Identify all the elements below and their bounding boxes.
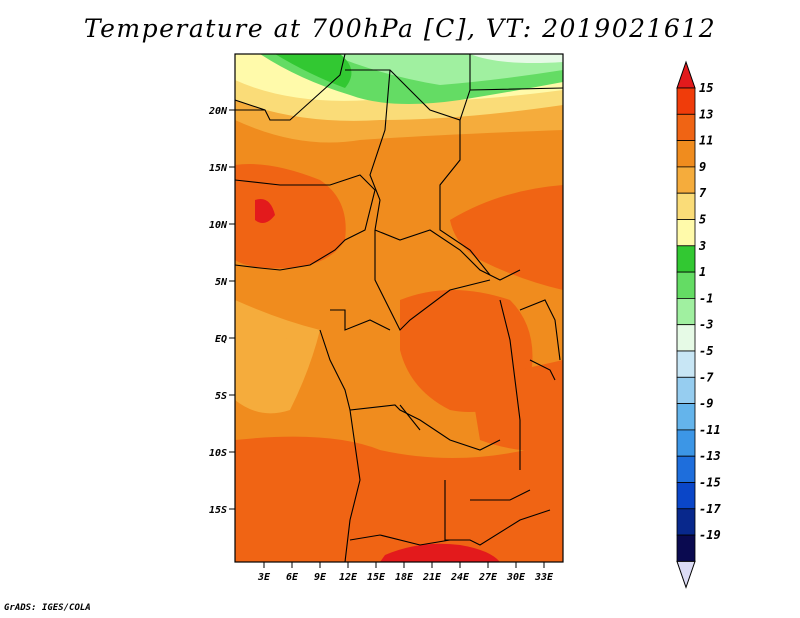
lat-label: 5N [215,277,228,288]
lon-label: 30E [506,572,526,583]
colorbar-swatch [676,482,696,510]
latitude-labels: 20N 15N 10N 5N EQ 5S 10S 15S [208,106,228,516]
colorbar-label: 11 [699,134,713,148]
colorbar-label: -5 [699,344,713,358]
colorbar-swatch [676,271,696,299]
colorbar-bottom-arrow [676,560,696,589]
colorbar-swatch [676,455,696,483]
longitude-labels: 3E 6E 9E 12E 15E 18E 21E 24E 27E 30E 33E [257,572,554,583]
colorbar-top-arrow [676,60,696,89]
longitude-axis [263,562,545,568]
lon-label: 24E [450,572,470,583]
lon-label: 33E [534,572,554,583]
colorbar-label: 7 [699,186,707,200]
lon-label: 12E [339,572,358,583]
country-borders [235,54,563,562]
lat-label: 10S [209,448,227,459]
colorbar-label: -3 [699,318,713,332]
colorbar-swatch [676,403,696,431]
colorbar-label: -19 [699,528,721,542]
red-patch-west [255,199,275,224]
lat-label: 20N [208,106,228,117]
colorbar-swatch [676,245,696,273]
lon-label: 3E [257,572,271,583]
footer-credit: GrADS: IGES/COLA [4,603,91,613]
colorbar-label: 5 [699,213,706,227]
red-south-patch [380,543,500,562]
colorbar-label: -13 [699,449,721,463]
lon-label: 18E [395,572,414,583]
light-orange-patch [260,330,300,355]
lat-label: 10N [209,220,228,231]
colorbar-label: -9 [699,397,713,411]
colorbar-swatch [676,140,696,168]
map-frame [234,53,564,563]
deep-orange-west-africa [235,164,346,269]
deep-orange-south [235,436,563,562]
colorbar-swatch [676,192,696,220]
colorbar-swatch [676,87,696,115]
colorbar-label: 9 [699,160,706,174]
colorbar-swatch [676,350,696,378]
lat-label: 15S [209,505,227,516]
pale-cyan-patch [470,54,563,63]
colorbar-label: 1 [699,265,706,279]
colorbar-swatch [676,166,696,194]
colorbar: 15 13 11 9 7 5 3 1 -1 -3 -5 -7 -9 -11 -13 -15 -17 -19 [676,60,721,589]
lat-label: 5S [215,391,227,402]
temperature-map [234,53,564,563]
colorbar-label: 15 [699,81,713,95]
colorbar-label: -1 [699,291,713,305]
colorbar-swatch [676,508,696,536]
dark-green-patch [275,54,352,88]
colorbar-swatch [676,113,696,142]
colorbar-label: 3 [698,239,706,253]
pale-green-band [330,54,563,85]
colorbar-swatch [676,297,696,326]
map-title: Temperature at 700hPa [C], VT: 201902161… [83,14,717,43]
lat-label: 15N [209,163,228,174]
lon-label: 6E [286,572,299,583]
colorbar-label: -7 [699,370,714,384]
colorbar-swatch [676,429,696,457]
colorbar-label: 13 [699,107,713,121]
colorbar-swatch [676,219,696,247]
colorbar-swatch [676,376,696,404]
colorbar-label: -15 [699,476,721,490]
colorbar-swatch [676,534,696,562]
lat-label: EQ [215,334,227,345]
colorbar-label: -11 [699,423,721,437]
lon-label: 9E [314,572,327,583]
lon-label: 27E [478,572,498,583]
colorbar-label: -17 [699,502,721,516]
deep-orange-east [450,185,563,290]
latitude-axis [229,109,235,510]
lon-label: 21E [422,572,442,583]
light-orange-gulf [235,300,320,414]
deep-orange-southeast [470,360,563,452]
colorbar-swatch [676,324,696,352]
lon-label: 15E [367,572,386,583]
